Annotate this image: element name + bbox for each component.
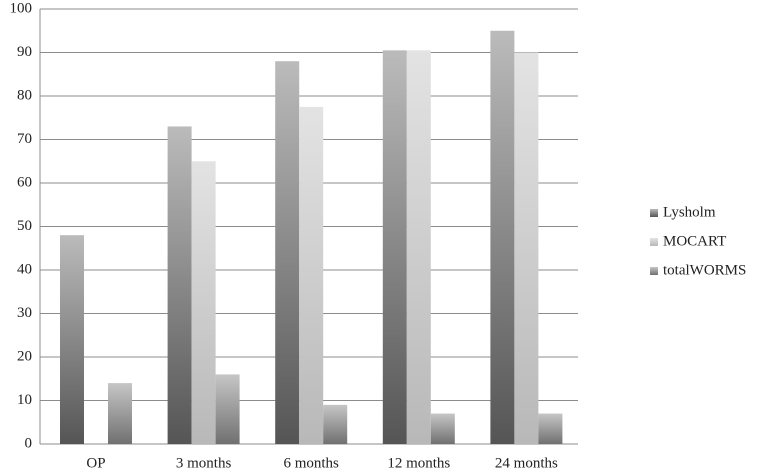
bar bbox=[323, 404, 348, 444]
y-tick-label: 20 bbox=[17, 348, 32, 364]
bar bbox=[108, 383, 132, 444]
y-tick-label: 80 bbox=[17, 87, 32, 103]
y-tick-label: 30 bbox=[17, 305, 32, 321]
bar bbox=[430, 413, 455, 444]
legend-swatch bbox=[650, 209, 658, 217]
bar bbox=[167, 126, 192, 444]
bar bbox=[60, 235, 84, 444]
x-tick-label: 12 months bbox=[387, 455, 450, 471]
bar bbox=[191, 161, 216, 444]
legend-label: MOCART bbox=[663, 233, 726, 249]
y-tick-label: 70 bbox=[17, 131, 32, 147]
legend-swatch bbox=[650, 238, 658, 246]
legend-swatch bbox=[650, 267, 658, 275]
bar bbox=[215, 374, 240, 444]
y-tick-label: 90 bbox=[17, 44, 32, 60]
bar bbox=[538, 413, 563, 444]
x-tick-label: 3 months bbox=[176, 455, 232, 471]
y-tick-label: 40 bbox=[17, 261, 32, 277]
bar bbox=[275, 61, 300, 444]
bar bbox=[406, 50, 431, 444]
bar bbox=[299, 106, 324, 444]
bar bbox=[490, 30, 515, 444]
legend-label: totalWORMS bbox=[663, 262, 746, 278]
bar bbox=[514, 52, 539, 444]
y-tick-label: 0 bbox=[25, 435, 33, 451]
legend-label: Lysholm bbox=[663, 204, 716, 220]
y-tick-label: 60 bbox=[17, 174, 32, 190]
y-tick-label: 10 bbox=[17, 392, 32, 408]
bar bbox=[382, 50, 407, 444]
y-tick-label: 100 bbox=[10, 0, 33, 16]
y-tick-label: 50 bbox=[17, 218, 32, 234]
x-tick-label: 24 months bbox=[495, 455, 558, 471]
x-tick-label: OP bbox=[86, 455, 105, 471]
x-tick-label: 6 months bbox=[283, 455, 339, 471]
